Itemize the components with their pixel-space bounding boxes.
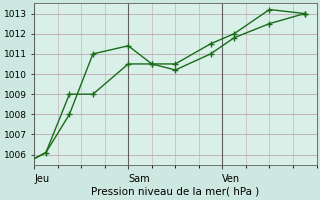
X-axis label: Pression niveau de la mer( hPa ): Pression niveau de la mer( hPa ) — [91, 187, 260, 197]
